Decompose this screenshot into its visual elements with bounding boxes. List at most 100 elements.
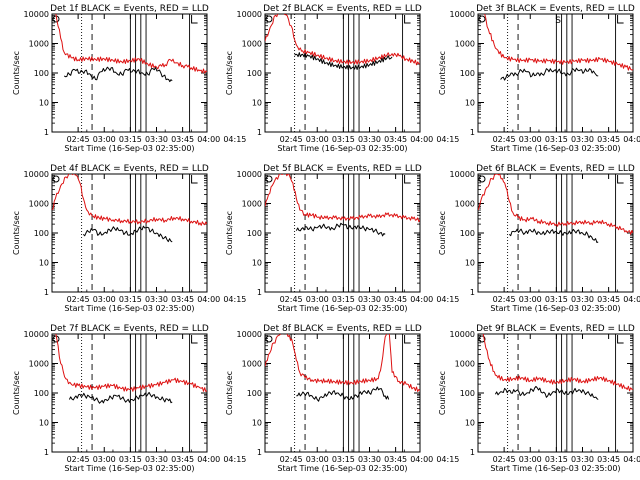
y-axis-label: Counts/sec bbox=[438, 371, 447, 415]
lld-series-line bbox=[478, 174, 633, 235]
x-tick-label: 03:00 bbox=[93, 295, 116, 304]
y-tick-label: 10 bbox=[252, 99, 262, 108]
chart-title: Det 7f BLACK = Events, RED = LLD bbox=[50, 324, 209, 334]
x-tick-label: 02:45 bbox=[280, 295, 303, 304]
lld-series-line bbox=[482, 334, 633, 392]
x-tick-label: 02:45 bbox=[280, 135, 303, 144]
lld-series-line bbox=[55, 334, 207, 392]
lld-series-line bbox=[265, 174, 420, 223]
chart-title: Det 6f BLACK = Events, RED = LLD bbox=[476, 164, 635, 174]
events-series-line bbox=[494, 385, 599, 400]
y-tick-label: 1 bbox=[44, 128, 49, 137]
chart-title: Det 5f BLACK = Events, RED = LLD bbox=[263, 164, 422, 174]
chart-title: Det 8f BLACK = Events, RED = LLD bbox=[263, 324, 422, 334]
marker-o bbox=[52, 175, 60, 183]
y-tick-label: 1 bbox=[257, 288, 262, 297]
x-tick-label: 04:00 bbox=[623, 135, 640, 144]
y-tick-label: 1000 bbox=[242, 360, 262, 369]
y-tick-label: 100 bbox=[460, 389, 475, 398]
marker-l bbox=[404, 15, 411, 24]
y-tick-label: 1 bbox=[44, 288, 49, 297]
x-tick-label: 03:45 bbox=[384, 295, 407, 304]
marker-l bbox=[404, 335, 411, 344]
series-group bbox=[265, 14, 420, 71]
y-axis-label: Counts/sec bbox=[12, 371, 21, 415]
x-tick-label: 02:45 bbox=[493, 455, 516, 464]
y-tick-label: 1 bbox=[470, 128, 475, 137]
chart-panel-2: Det 2f BLACK = Events, RED = LLD Counts/s… bbox=[225, 4, 459, 153]
x-axis-label: Start Time (16-Sep-03 02:35:00) bbox=[490, 464, 620, 473]
x-tick-label: 04:15 bbox=[223, 455, 246, 464]
y-tick-label: 10 bbox=[465, 259, 475, 268]
x-tick-label: 04:15 bbox=[436, 135, 459, 144]
x-tick-label: 03:15 bbox=[545, 295, 568, 304]
x-tick-label: 04:15 bbox=[436, 295, 459, 304]
y-tick-label: 100 bbox=[34, 389, 49, 398]
marker-l bbox=[617, 15, 624, 24]
series-group bbox=[55, 334, 207, 404]
marker-l bbox=[617, 335, 624, 344]
marker-l bbox=[191, 175, 198, 184]
x-tick-label: 03:30 bbox=[358, 135, 381, 144]
y-tick-label: 10 bbox=[39, 99, 49, 108]
y-tick-label: 10 bbox=[252, 419, 262, 428]
plot-frame bbox=[51, 333, 208, 453]
x-tick-label: 04:00 bbox=[197, 295, 220, 304]
y-tick-label: 1000 bbox=[455, 40, 475, 49]
events-series-line bbox=[82, 225, 173, 243]
x-tick-label: 03:15 bbox=[119, 295, 142, 304]
x-tick-label: 03:15 bbox=[332, 135, 355, 144]
chart-title: Det 4f BLACK = Events, RED = LLD bbox=[50, 164, 209, 174]
y-tick-label: 100 bbox=[247, 389, 262, 398]
x-tick-label: 04:00 bbox=[410, 135, 433, 144]
chart-panel-9: Det 9f BLACK = Events, RED = LLD Counts/s… bbox=[438, 324, 640, 473]
y-tick-label: 1 bbox=[44, 448, 49, 457]
x-tick-label: 02:45 bbox=[280, 455, 303, 464]
x-axis-label: Start Time (16-Sep-03 02:35:00) bbox=[64, 304, 194, 313]
x-tick-label: 03:00 bbox=[519, 135, 542, 144]
chart-panel-8: Det 8f BLACK = Events, RED = LLD Counts/s… bbox=[225, 324, 459, 473]
plot-frame bbox=[264, 173, 421, 293]
chart-panel-5: Det 5f BLACK = Events, RED = LLD Counts/s… bbox=[225, 164, 459, 313]
y-tick-label: 1 bbox=[470, 288, 475, 297]
x-tick-label: 04:00 bbox=[197, 135, 220, 144]
y-tick-label: 1 bbox=[257, 448, 262, 457]
lld-series-line bbox=[265, 334, 420, 392]
y-tick-label: 100 bbox=[34, 229, 49, 238]
x-tick-label: 03:30 bbox=[145, 135, 168, 144]
marker-o bbox=[265, 175, 273, 183]
x-tick-label: 03:45 bbox=[384, 455, 407, 464]
y-axis-label: Counts/sec bbox=[438, 51, 447, 95]
events-series-line bbox=[63, 66, 173, 83]
chart-title: Det 1f BLACK = Events, RED = LLD bbox=[50, 4, 209, 14]
y-tick-label: 10000 bbox=[24, 330, 49, 339]
chart-panel-1: Det 1f BLACK = Events, RED = LLD Counts/s… bbox=[12, 4, 246, 153]
x-tick-label: 03:45 bbox=[171, 135, 194, 144]
y-tick-label: 100 bbox=[460, 229, 475, 238]
y-tick-label: 10 bbox=[39, 259, 49, 268]
x-tick-label: 04:00 bbox=[410, 295, 433, 304]
y-tick-label: 10000 bbox=[237, 170, 262, 179]
x-tick-label: 03:15 bbox=[332, 455, 355, 464]
chart-panel-7: Det 7f BLACK = Events, RED = LLD Counts/s… bbox=[12, 324, 246, 473]
marker-l bbox=[191, 15, 198, 24]
x-axis-label: Start Time (16-Sep-03 02:35:00) bbox=[277, 304, 407, 313]
lld-series-line bbox=[52, 174, 207, 226]
y-tick-label: 100 bbox=[247, 69, 262, 78]
y-tick-label: 10000 bbox=[237, 330, 262, 339]
events-series-line bbox=[295, 222, 386, 237]
y-tick-label: 10 bbox=[465, 419, 475, 428]
x-tick-label: 04:15 bbox=[223, 295, 246, 304]
events-series-line bbox=[294, 52, 393, 71]
x-tick-label: 03:30 bbox=[571, 295, 594, 304]
chart-title: Det 9f BLACK = Events, RED = LLD bbox=[476, 324, 635, 334]
x-tick-label: 04:00 bbox=[410, 455, 433, 464]
x-tick-label: 02:45 bbox=[493, 295, 516, 304]
marker-o bbox=[265, 15, 273, 23]
plot-frame bbox=[264, 13, 421, 133]
marker-o bbox=[478, 175, 486, 183]
y-tick-label: 10 bbox=[465, 99, 475, 108]
y-axis-label: Counts/sec bbox=[438, 211, 447, 255]
plot-frame bbox=[477, 13, 634, 133]
